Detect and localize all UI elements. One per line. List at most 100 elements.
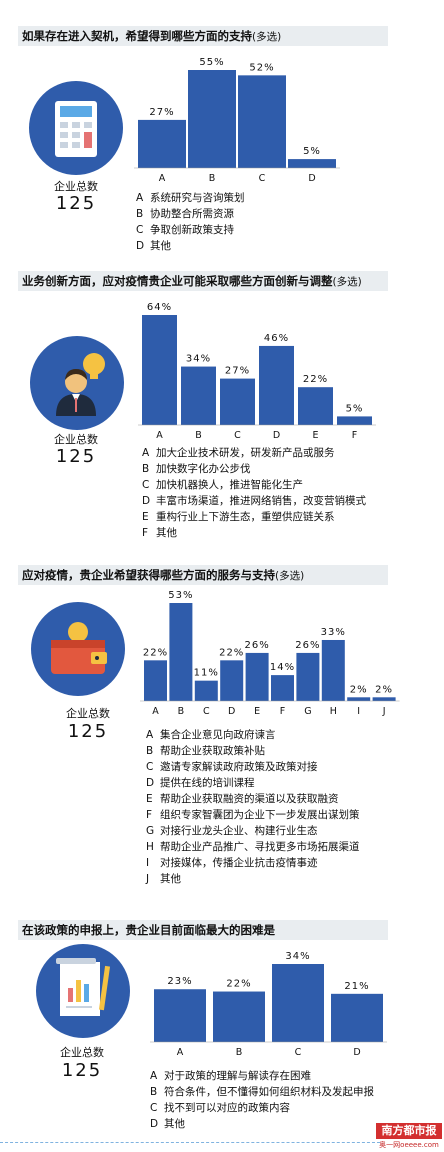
legend-item: D 其他 — [150, 1116, 374, 1132]
legend-text: 对于政策的理解与解读存在困难 — [164, 1070, 311, 1082]
title-text: 如果存在进入契机，希望得到哪些方面的支持 — [22, 29, 252, 43]
legend-key: G — [146, 825, 155, 837]
legend-key: A — [142, 447, 150, 459]
legend-item: A 集合企业意见向政府谏言 — [146, 727, 360, 743]
legend-text: 帮助企业获取融资的渠道以及获取融资 — [160, 793, 339, 805]
bar-value-label: 34% — [186, 354, 211, 365]
bar-value-label: 11% — [194, 668, 219, 679]
bar-value-label: 22% — [143, 647, 168, 658]
businessman-idea-icon — [30, 336, 124, 430]
bar-C — [194, 680, 218, 701]
bar-value-label: 2% — [350, 684, 368, 695]
legend-item: D 丰富市场渠道，推进网络销售，改变营销模式 — [142, 493, 366, 509]
title-suffix: (多选) — [275, 570, 305, 582]
title-text: 应对疫情，贵企业希望获得哪些方面的服务与支持 — [22, 568, 275, 582]
total-label: 企业总数 — [54, 433, 98, 446]
section-3: 应对疫情，贵企业希望获得哪些方面的服务与支持(多选) 企业总数 125 22% A… — [0, 565, 444, 905]
section-1: 如果存在进入契机，希望得到哪些方面的支持(多选) 企业总数 125 27% A 55… — [0, 26, 444, 266]
category-label: F — [280, 706, 285, 717]
legend-text: 对接行业龙头企业、构建行业生态 — [160, 825, 318, 837]
bar-value-label: 5% — [303, 146, 321, 157]
category-label: A — [159, 173, 166, 184]
legend-text: 帮助企业获取政策补贴 — [160, 745, 265, 757]
legend-item: J 其他 — [146, 871, 360, 887]
legend-item: C 争取创新政策支持 — [136, 222, 245, 238]
bar-B — [169, 603, 193, 701]
legend-key: B — [142, 463, 150, 475]
legend-key: B — [136, 208, 144, 220]
bar-J — [372, 697, 396, 701]
legend-item: C 找不到可以对应的政策内容 — [150, 1100, 374, 1116]
total-value: 125 — [55, 193, 97, 214]
wallet-coin-icon — [31, 602, 125, 696]
category-label: A — [177, 1047, 184, 1058]
category-label: D — [273, 430, 280, 441]
total-value: 125 — [61, 1060, 103, 1081]
total-value: 125 — [55, 446, 97, 467]
section-title: 业务创新方面，应对疫情贵企业可能采取哪些方面创新与调整(多选) — [18, 271, 388, 291]
bar-I — [347, 697, 371, 701]
bar-A — [138, 119, 186, 168]
bar-value-label: 33% — [321, 627, 346, 638]
legend-key: A — [146, 729, 154, 741]
legend-key: H — [146, 841, 154, 853]
bar-H — [321, 639, 345, 701]
legend-key: D — [136, 240, 145, 252]
bar-B — [213, 991, 265, 1042]
section-4: 在该政策的申报上，贵企业目前面临最大的困难是 企业总数 125 23% A 22% B… — [0, 920, 444, 1140]
title-suffix: (多选) — [252, 31, 282, 43]
legend-key: C — [146, 761, 154, 773]
legend-item: I 对接媒体，传播企业抗击疫情事迹 — [146, 855, 360, 871]
legend-item: D 其他 — [136, 238, 245, 254]
category-label: C — [234, 430, 241, 441]
bar-A — [142, 315, 177, 425]
bar-value-label: 22% — [219, 647, 244, 658]
legend-text: 帮助企业产品推广、寻找更多市场拓展渠道 — [160, 841, 360, 853]
legend: A 加大企业技术研发，研发新产品或服务 B 加快数字化办公步伐 C 加快机器换人，推进智能… — [142, 445, 366, 541]
bar-chart-services: 22% A 53% B 11% C 22% D 26% E 14% F 26% G 33% H 2% I 2% J — [140, 590, 400, 717]
legend-item: G 对接行业龙头企业、构建行业生态 — [146, 823, 360, 839]
bar-value-label: 26% — [295, 640, 320, 651]
bar-F — [271, 675, 294, 701]
bar-value-label: 22% — [303, 374, 328, 385]
legend-text: 对接媒体，传播企业抗击疫情事迹 — [160, 857, 318, 869]
section-title: 在该政策的申报上，贵企业目前面临最大的困难是 — [18, 920, 388, 940]
calculator-icon — [29, 81, 123, 175]
bar-value-label: 34% — [285, 951, 310, 962]
section-title: 应对疫情，贵企业希望获得哪些方面的服务与支持(多选) — [18, 565, 388, 585]
total-value: 125 — [67, 721, 109, 742]
bar-chart-innovation: 64% A 34% B 27% C 46% D 22% E 5% F — [138, 302, 376, 441]
legend-item: F 组织专家智囊团为企业下一步发展出谋划策 — [146, 807, 360, 823]
section-2: 业务创新方面，应对疫情贵企业可能采取哪些方面创新与调整(多选) 企业总数 125… — [0, 271, 444, 561]
section-title: 如果存在进入契机，希望得到哪些方面的支持(多选) — [18, 26, 388, 46]
bar-E — [245, 652, 269, 701]
bar-B — [188, 70, 236, 168]
legend-item: B 协助整合所需资源 — [136, 206, 245, 222]
bar-value-label: 27% — [149, 107, 174, 118]
legend-item: H 帮助企业产品推广、寻找更多市场拓展渠道 — [146, 839, 360, 855]
legend-key: F — [142, 527, 149, 539]
category-label: B — [236, 1047, 243, 1058]
legend-key: D — [150, 1118, 159, 1130]
legend-text: 组织专家智囊团为企业下一步发展出谋划策 — [160, 809, 360, 821]
title-text: 业务创新方面，应对疫情贵企业可能采取哪些方面创新与调整 — [22, 274, 333, 288]
legend-key: A — [136, 192, 144, 204]
legend-key: B — [150, 1086, 158, 1098]
legend-text: 其他 — [160, 873, 181, 885]
title-text: 在该政策的申报上，贵企业目前面临最大的困难是 — [22, 923, 275, 937]
legend-key: C — [136, 224, 144, 236]
legend-item: E 重构行业上下游生态，重塑供应链关系 — [142, 509, 366, 525]
legend-key: D — [146, 777, 155, 789]
bar-A — [154, 989, 206, 1042]
bar-value-label: 55% — [199, 57, 224, 68]
category-label: F — [352, 430, 357, 441]
bar-chart-difficulty: 23% A 22% B 34% C 21% D — [150, 951, 387, 1058]
bar-E — [298, 387, 333, 425]
legend-text: 协助整合所需资源 — [150, 208, 234, 220]
bar-value-label: 46% — [264, 333, 289, 344]
category-label: B — [195, 430, 202, 441]
legend-key: D — [142, 495, 151, 507]
legend-text: 加快数字化办公步伐 — [156, 463, 251, 475]
bar-value-label: 26% — [244, 640, 269, 651]
bar-value-label: 64% — [147, 302, 172, 313]
